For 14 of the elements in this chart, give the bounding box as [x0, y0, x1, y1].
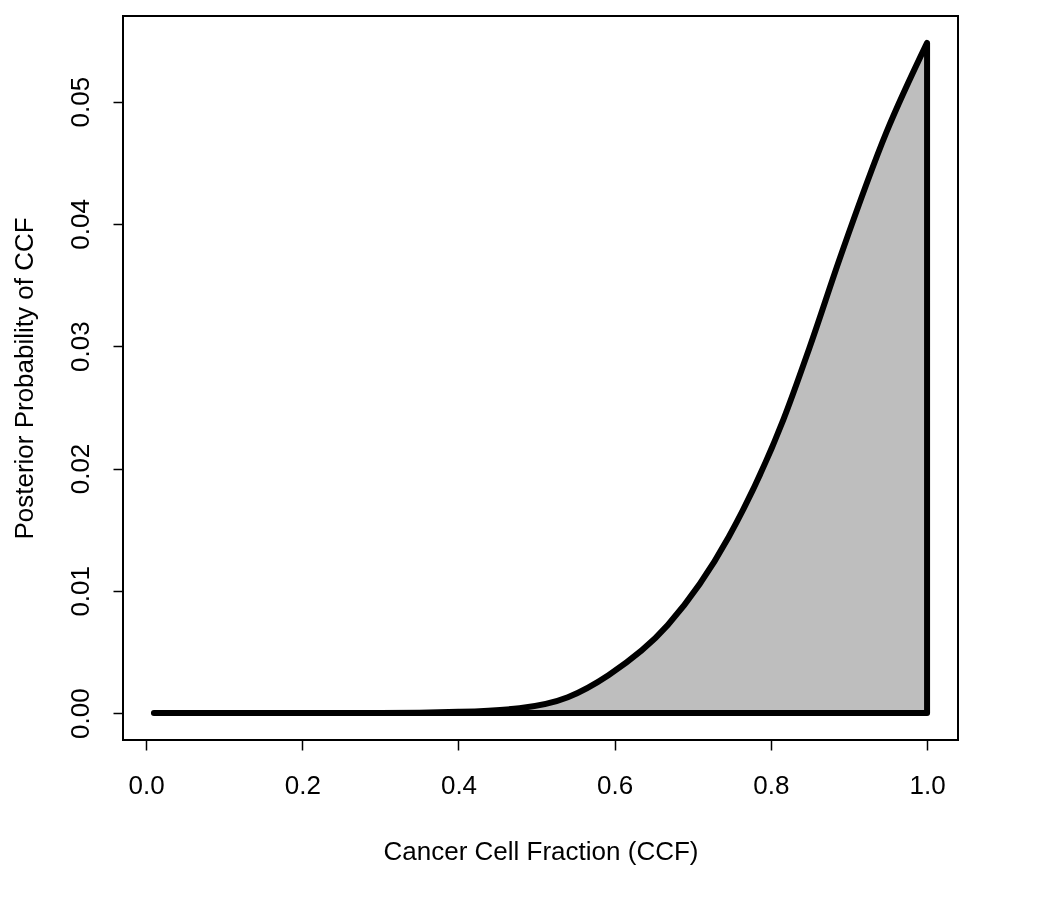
x-tick-label: 1.0	[909, 769, 946, 800]
y-tick-label: 0.01	[64, 565, 95, 617]
y-tick-label: 0.04	[64, 199, 95, 250]
x-tick-label: 0.2	[284, 769, 321, 800]
x-tick-label: 0.4	[440, 769, 478, 800]
y-tick-label: 0.02	[64, 443, 95, 495]
x-axis-title: Cancer Cell Fraction (CCF)	[383, 835, 699, 866]
y-tick-label: 0.03	[64, 321, 95, 373]
y-tick-label: 0.05	[64, 76, 95, 128]
x-tick-label: 0.8	[753, 769, 790, 800]
y-axis-title: Posterior Probability of CCF	[8, 217, 39, 540]
y-tick-label: 0.00	[64, 688, 95, 739]
x-tick-label: 0.0	[128, 769, 165, 800]
x-tick-label: 0.6	[597, 769, 634, 800]
